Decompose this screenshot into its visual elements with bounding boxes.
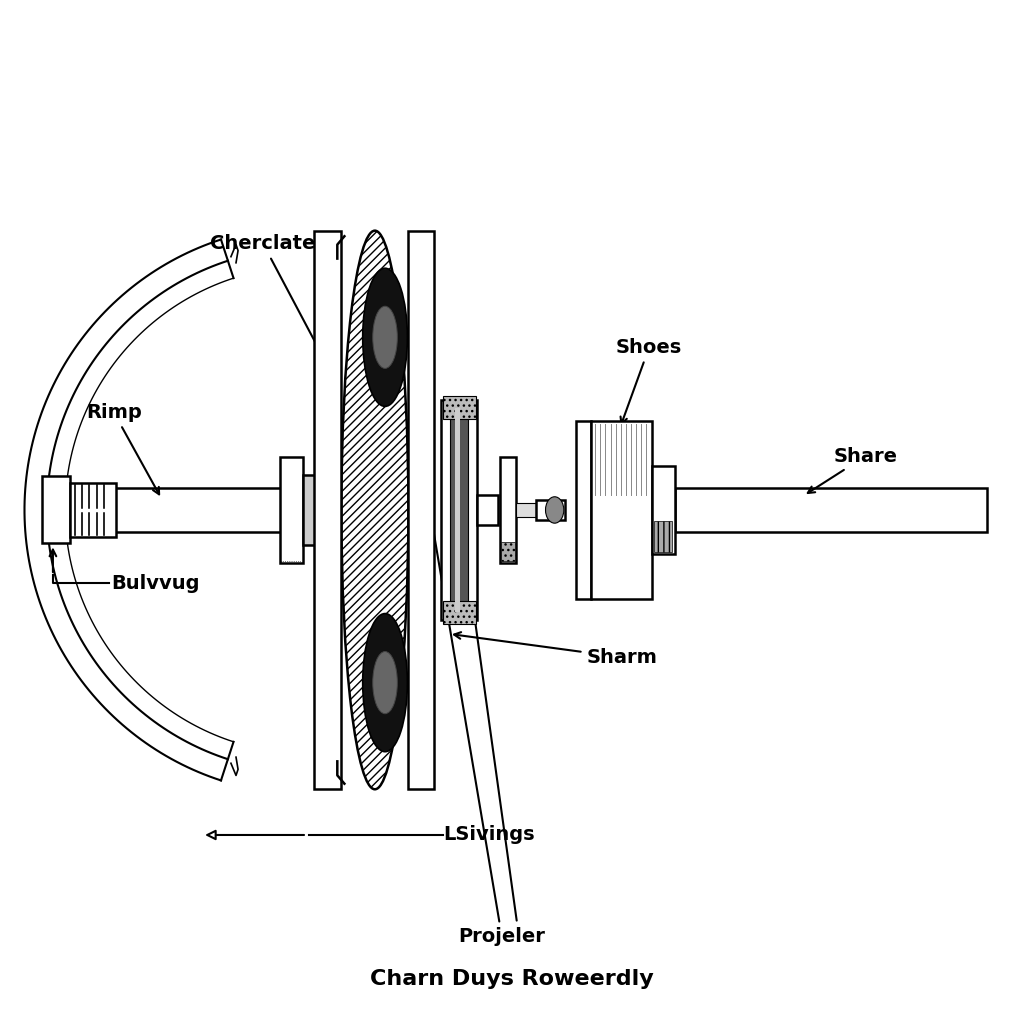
Ellipse shape bbox=[546, 497, 564, 523]
Text: Rimp: Rimp bbox=[86, 403, 159, 495]
Bar bbox=[501, 543, 515, 561]
Bar bbox=[303, 475, 322, 545]
Text: Shoes: Shoes bbox=[616, 338, 682, 424]
Text: Sharm: Sharm bbox=[454, 632, 657, 667]
Bar bbox=[442, 396, 475, 419]
Bar bbox=[314, 230, 341, 790]
Bar bbox=[42, 476, 71, 544]
Text: Share: Share bbox=[808, 446, 897, 493]
Ellipse shape bbox=[373, 306, 397, 369]
Bar bbox=[477, 495, 498, 525]
Text: Bulvvug: Bulvvug bbox=[111, 573, 200, 593]
Text: Projeler: Projeler bbox=[424, 489, 546, 946]
Text: Charn Duys Roweerdly: Charn Duys Roweerdly bbox=[370, 969, 654, 989]
Bar bbox=[500, 457, 516, 563]
Bar bbox=[455, 409, 460, 611]
Bar bbox=[575, 421, 591, 599]
Ellipse shape bbox=[362, 613, 408, 752]
Bar bbox=[652, 466, 675, 554]
Ellipse shape bbox=[341, 230, 409, 790]
Ellipse shape bbox=[362, 268, 408, 407]
Bar bbox=[281, 457, 303, 563]
Bar bbox=[450, 406, 468, 614]
Bar bbox=[654, 521, 673, 552]
Ellipse shape bbox=[373, 651, 397, 714]
Bar bbox=[675, 487, 987, 532]
Bar bbox=[537, 500, 565, 520]
Bar bbox=[68, 487, 286, 532]
Bar bbox=[516, 503, 537, 517]
Bar bbox=[591, 421, 652, 599]
Bar bbox=[441, 400, 477, 620]
Text: Cherclate: Cherclate bbox=[211, 234, 325, 360]
Bar bbox=[409, 230, 434, 790]
Bar bbox=[71, 483, 116, 537]
Bar bbox=[442, 601, 475, 624]
Text: LSivings: LSivings bbox=[443, 825, 535, 845]
